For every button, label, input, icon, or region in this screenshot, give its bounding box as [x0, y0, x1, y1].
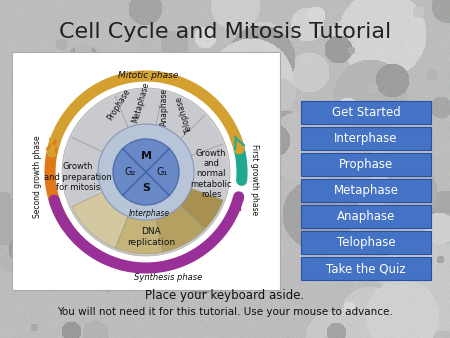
Text: G₁: G₁: [156, 167, 167, 177]
Text: S: S: [142, 183, 150, 193]
Wedge shape: [180, 188, 223, 229]
Wedge shape: [156, 206, 205, 252]
Text: Prophase: Prophase: [106, 88, 132, 122]
Text: Prophase: Prophase: [339, 158, 393, 171]
Text: Interphase: Interphase: [128, 210, 170, 218]
Circle shape: [98, 124, 194, 220]
FancyBboxPatch shape: [301, 179, 431, 202]
Text: DNA
replication: DNA replication: [127, 227, 175, 247]
Text: Growth
and preparation
for mitosis: Growth and preparation for mitosis: [44, 162, 112, 192]
Wedge shape: [72, 192, 128, 248]
Text: Anaphase: Anaphase: [337, 210, 395, 223]
FancyBboxPatch shape: [301, 257, 431, 280]
Text: Metaphase: Metaphase: [333, 184, 399, 197]
Wedge shape: [64, 90, 228, 254]
Wedge shape: [115, 217, 163, 254]
Text: M: M: [140, 151, 152, 161]
Circle shape: [62, 88, 230, 256]
Text: You will not need it for this tutorial. Use your mouse to advance.: You will not need it for this tutorial. …: [57, 307, 393, 317]
Text: Second growth phase: Second growth phase: [33, 136, 42, 218]
Text: Anaphase: Anaphase: [159, 88, 168, 126]
Text: Mitotic phase: Mitotic phase: [118, 72, 178, 80]
FancyBboxPatch shape: [301, 153, 431, 176]
Text: Telophase: Telophase: [174, 95, 194, 134]
Text: First growth phase: First growth phase: [250, 144, 259, 216]
FancyBboxPatch shape: [301, 231, 431, 254]
Text: Synthesis phase: Synthesis phase: [134, 273, 202, 283]
Text: Metaphase: Metaphase: [131, 80, 151, 124]
FancyBboxPatch shape: [301, 101, 431, 124]
FancyBboxPatch shape: [12, 52, 280, 290]
Text: Interphase: Interphase: [334, 132, 398, 145]
Text: Take the Quiz: Take the Quiz: [326, 262, 406, 275]
Circle shape: [113, 139, 179, 205]
Text: G₂: G₂: [125, 167, 136, 177]
FancyBboxPatch shape: [301, 205, 431, 228]
Text: Place your keyboard aside.: Place your keyboard aside.: [145, 289, 305, 301]
Text: Telophase: Telophase: [337, 236, 395, 249]
Text: Get Started: Get Started: [332, 106, 400, 119]
FancyBboxPatch shape: [301, 127, 431, 150]
Text: Cell Cycle and Mitosis Tutorial: Cell Cycle and Mitosis Tutorial: [59, 22, 391, 42]
Text: Growth
and
normal
metabolic
roles: Growth and normal metabolic roles: [190, 149, 232, 199]
